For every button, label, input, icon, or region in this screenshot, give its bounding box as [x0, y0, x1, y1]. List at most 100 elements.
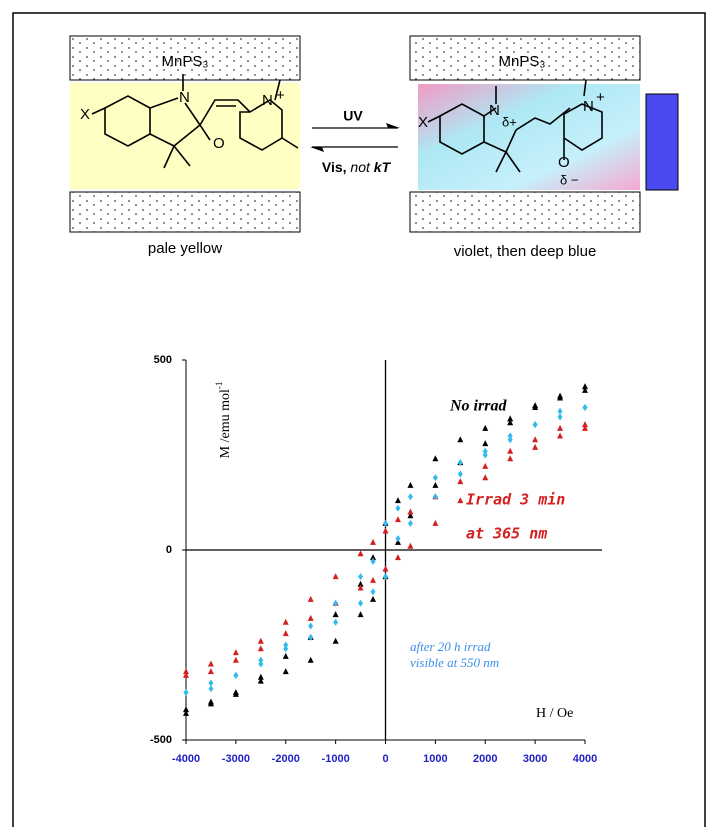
data-point: [333, 611, 339, 617]
data-point: [333, 638, 339, 644]
x-tick-label: -1000: [322, 753, 350, 765]
data-point: [308, 615, 314, 621]
caption: pale yellow: [148, 240, 222, 257]
data-point: [482, 440, 488, 446]
text: M /emu mol: [218, 389, 233, 458]
annotation: visible at 550 nm: [410, 655, 499, 670]
data-point: [457, 478, 463, 484]
data-point: [395, 554, 401, 560]
data-point: [383, 566, 389, 572]
x-axis-label: H / Oe: [536, 706, 573, 721]
y-axis-label: M /emu mol-1: [214, 382, 233, 459]
data-point: [532, 444, 538, 450]
atom-label: +: [276, 87, 285, 104]
data-point: [395, 497, 401, 503]
layer: [410, 192, 640, 232]
layer-label: MnPS₃: [162, 53, 209, 70]
data-point: [370, 596, 376, 602]
x-tick-label: 3000: [523, 753, 547, 765]
x-tick-label: -3000: [222, 753, 250, 765]
data-point: [258, 638, 264, 644]
arrowhead: [386, 123, 400, 128]
atom-label: N: [583, 98, 594, 115]
figure: MnPS₃ X N O N + pale yellow UV Vis, not …: [0, 0, 718, 827]
data-point: [358, 600, 363, 607]
data-point: [358, 611, 364, 617]
data-point: [408, 520, 413, 527]
data-point: [583, 404, 588, 411]
annotation: after 20 h irrad: [410, 639, 491, 654]
annotation: No irrad: [449, 398, 507, 415]
data-point: [383, 528, 389, 534]
y-tick-label: 500: [154, 354, 172, 366]
data-point: [432, 482, 438, 488]
data-point: [532, 436, 538, 442]
arrowhead: [310, 147, 324, 152]
data-point: [208, 685, 213, 692]
color-swatch: [646, 94, 678, 190]
data-point: [283, 668, 289, 674]
data-point: [482, 463, 488, 469]
data-point: [507, 448, 513, 454]
atom-label: N: [262, 92, 273, 109]
data-point: [407, 509, 413, 515]
data-point: [557, 425, 563, 431]
data-point: [258, 645, 264, 651]
data-point: [457, 497, 463, 503]
data-point: [483, 452, 488, 459]
text: -1: [214, 382, 224, 390]
atom-label: δ −: [560, 172, 578, 187]
data-point: [358, 550, 364, 556]
data-point: [408, 493, 413, 500]
x-tick-label: -2000: [272, 753, 300, 765]
data-point: [208, 668, 214, 674]
y-tick-label: -500: [150, 734, 172, 746]
data-point: [283, 619, 289, 625]
data-point: [184, 689, 189, 696]
data-point: [283, 645, 288, 652]
atom-label: δ+: [502, 114, 517, 129]
data-point: [507, 455, 513, 461]
data-point: [233, 672, 238, 679]
text: not: [350, 159, 373, 175]
data-point: [433, 474, 438, 481]
data-point: [258, 661, 263, 668]
data-point: [407, 543, 413, 549]
data-point: [482, 474, 488, 480]
atom-label: N: [179, 89, 190, 106]
x-tick-label: 0: [382, 753, 388, 765]
data-point: [371, 588, 376, 595]
data-point: [557, 433, 563, 439]
caption: violet, then deep blue: [454, 243, 597, 260]
arrow-label: Vis, not kT: [322, 159, 392, 175]
data-point: [308, 596, 314, 602]
data-point: [308, 623, 313, 630]
data-point: [395, 535, 400, 542]
data-point: [233, 657, 239, 663]
data-point: [407, 482, 413, 488]
data-point: [370, 577, 376, 583]
text: kT: [374, 159, 392, 175]
data-point: [432, 455, 438, 461]
atom-label: O: [558, 154, 570, 171]
data-point: [370, 539, 376, 545]
data-point: [395, 505, 400, 512]
data-point: [333, 573, 339, 579]
data-point: [358, 573, 363, 580]
y-tick-label: 0: [166, 544, 172, 556]
data-point: [283, 653, 289, 659]
layer: [70, 192, 300, 232]
data-point: [432, 520, 438, 526]
data-point: [233, 649, 239, 655]
annotation: at 365 nm: [466, 525, 547, 543]
data-point: [533, 421, 538, 428]
x-tick-label: 1000: [423, 753, 447, 765]
data-point: [482, 425, 488, 431]
annotation: Irrad 3 min: [466, 491, 565, 509]
text: Vis,: [322, 159, 351, 175]
data-point: [558, 414, 563, 421]
arrow-label: UV: [343, 108, 363, 124]
data-point: [458, 471, 463, 478]
data-point: [283, 630, 289, 636]
atom-label: +: [596, 89, 605, 106]
